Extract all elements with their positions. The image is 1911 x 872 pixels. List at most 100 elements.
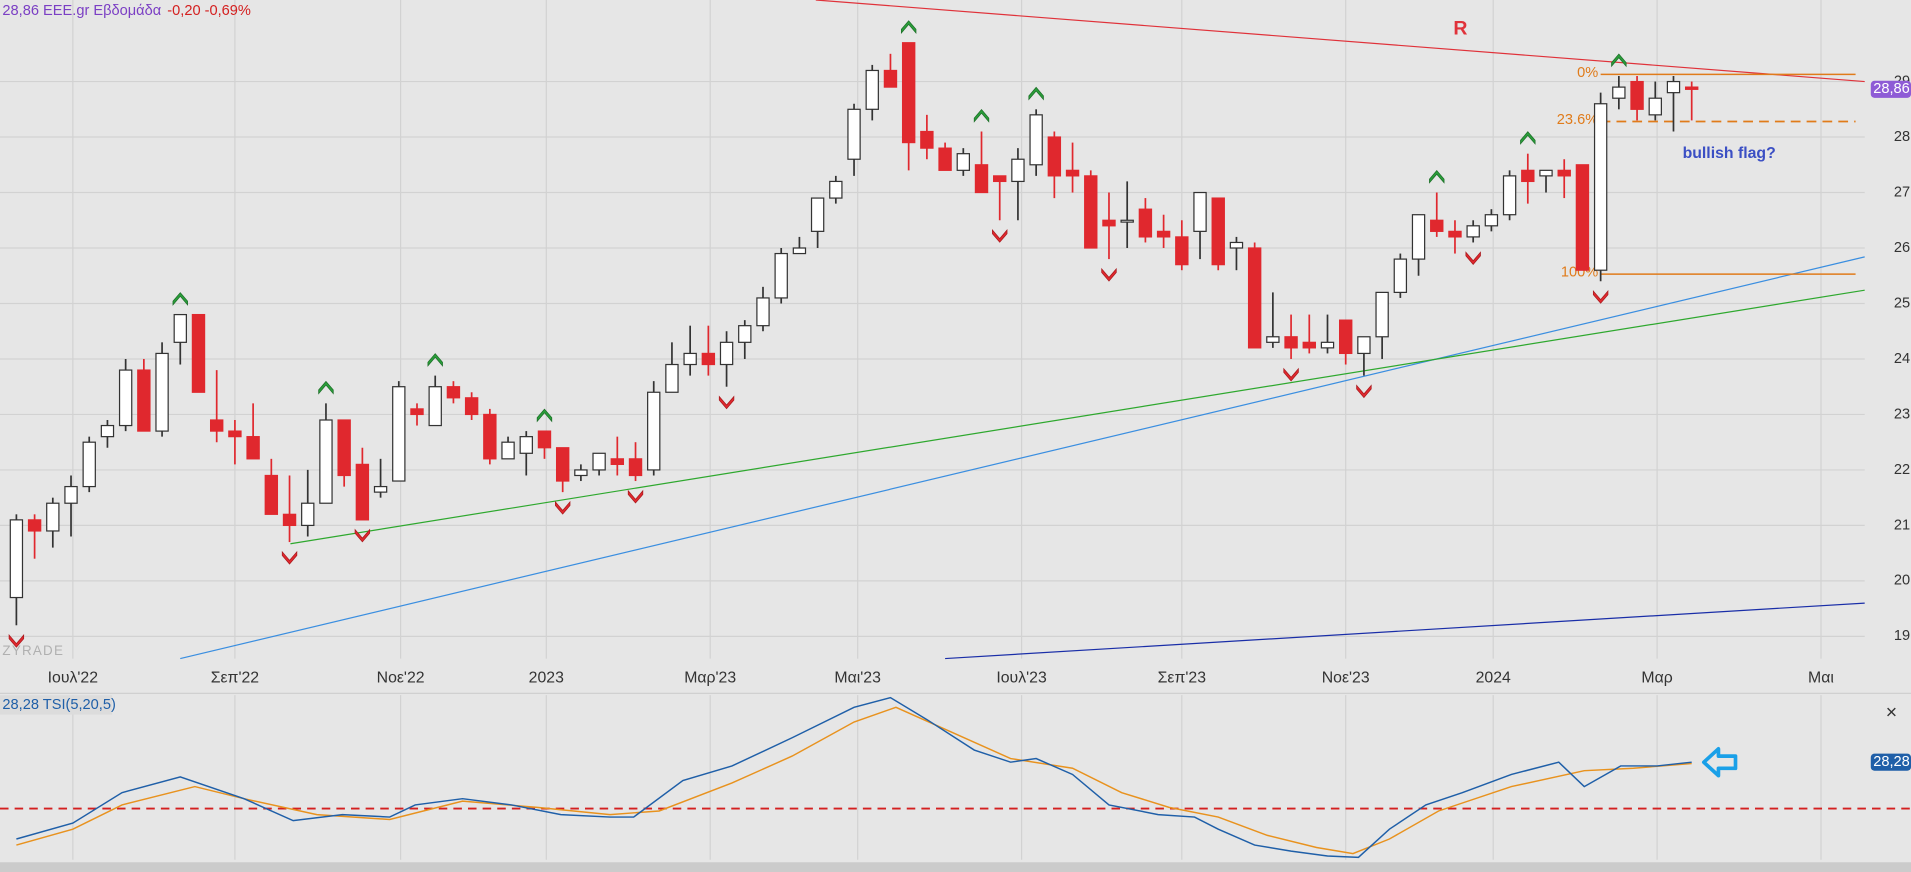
trendline xyxy=(290,289,1865,545)
signal-down xyxy=(8,634,25,648)
candle-body xyxy=(537,430,552,449)
last-value-label: 28,28 xyxy=(1873,754,1910,770)
arrow-icon xyxy=(1701,746,1738,778)
signal-down xyxy=(627,489,644,504)
candle-body xyxy=(264,474,279,515)
candle-body xyxy=(1084,175,1098,249)
candle-body xyxy=(1666,80,1681,94)
candle-body xyxy=(209,419,224,432)
candle-body xyxy=(46,502,60,532)
candle-body xyxy=(1011,158,1025,183)
signal-down xyxy=(354,528,371,543)
signal-up xyxy=(427,353,443,367)
candle-body xyxy=(191,313,206,393)
candle-body xyxy=(1648,97,1662,116)
candle-body xyxy=(1521,169,1535,183)
signal-down xyxy=(281,550,298,565)
signal-down xyxy=(1592,290,1609,304)
tsi-line xyxy=(16,706,1692,855)
signal-up xyxy=(536,408,553,423)
candle-body xyxy=(1284,336,1298,349)
candle-body xyxy=(319,419,333,504)
header: 28,86 EEE.gr Εβδομάδα -0,20 -0,69% xyxy=(2,3,250,19)
bottom-strip xyxy=(0,862,1911,872)
candle-body xyxy=(355,463,370,521)
candle-body xyxy=(829,180,843,199)
candle-body xyxy=(1138,208,1153,238)
candle-body xyxy=(1539,169,1553,177)
candle-body xyxy=(27,519,42,532)
candle-body xyxy=(1375,291,1389,338)
candle-body xyxy=(756,297,770,327)
candle-body xyxy=(64,485,78,504)
candle-body xyxy=(901,42,916,144)
candle-body xyxy=(1193,191,1207,232)
last-value-box xyxy=(1870,753,1911,771)
signal-down xyxy=(1356,384,1372,399)
annotation: bullish flag? xyxy=(1683,145,1776,162)
candle-body xyxy=(738,325,752,343)
x-tick-label: 2023 xyxy=(529,669,564,686)
y-tick-label: 26 xyxy=(1894,240,1910,256)
watermark: ZYRADE xyxy=(2,643,64,658)
candle-body xyxy=(1411,214,1426,260)
candle-body xyxy=(464,397,479,416)
fib-label: 23.6% xyxy=(1557,112,1598,128)
candle-body xyxy=(701,352,716,366)
candle-body xyxy=(956,153,971,171)
candle-body xyxy=(228,430,242,438)
candle-body xyxy=(410,408,424,416)
signal-up xyxy=(1429,170,1445,184)
y-tick-label: 28 xyxy=(1894,129,1910,145)
candle-body xyxy=(1393,258,1408,294)
signal-down xyxy=(555,500,571,515)
x-tick-label: Μαι xyxy=(1808,669,1834,686)
candle-body xyxy=(118,369,133,427)
candle-body xyxy=(610,458,625,465)
candle-body xyxy=(938,147,952,171)
tsi-line xyxy=(16,696,1692,859)
candle-body xyxy=(1266,336,1280,343)
candle-body xyxy=(683,352,697,366)
last-price-box xyxy=(1870,80,1911,98)
y-tick-label: 24 xyxy=(1894,351,1910,367)
candle-body xyxy=(1448,230,1462,238)
candle-body xyxy=(1156,230,1171,238)
candle-body xyxy=(810,197,825,232)
x-tick-label: Σεπ'22 xyxy=(211,669,259,686)
last-price-label: 28,86 xyxy=(1873,81,1910,97)
candle-body xyxy=(446,386,461,399)
candle-body xyxy=(173,313,187,343)
candle-body xyxy=(883,69,898,88)
candle-body xyxy=(1593,103,1608,271)
signal-down xyxy=(1101,267,1117,282)
candle-body xyxy=(1247,247,1262,349)
close-button[interactable]: × xyxy=(1886,702,1897,724)
candle-body xyxy=(1484,214,1499,227)
candle-body xyxy=(9,519,24,599)
trendline xyxy=(815,0,1865,83)
candle-body xyxy=(282,513,297,527)
x-tick-label: Ιουλ'22 xyxy=(48,669,98,686)
candle-body xyxy=(155,352,169,432)
candle-body xyxy=(1430,219,1444,232)
candle-body xyxy=(1120,219,1134,223)
y-tick-label: 21 xyxy=(1894,517,1910,533)
candle-body xyxy=(1302,341,1316,349)
candle-body xyxy=(1065,169,1080,177)
candle-body xyxy=(865,69,879,110)
pane-separator xyxy=(0,692,1911,694)
y-tick-label: 25 xyxy=(1894,295,1910,311)
candle-body xyxy=(1029,114,1043,166)
candle-body xyxy=(1502,175,1517,216)
signal-down xyxy=(1283,367,1299,382)
y-tick-label: 19 xyxy=(1894,628,1910,644)
candle-body xyxy=(100,424,115,438)
x-tick-label: Νοε'23 xyxy=(1322,669,1370,686)
candle-body xyxy=(501,441,515,460)
candle-body xyxy=(647,391,661,471)
candle-body xyxy=(428,386,442,427)
